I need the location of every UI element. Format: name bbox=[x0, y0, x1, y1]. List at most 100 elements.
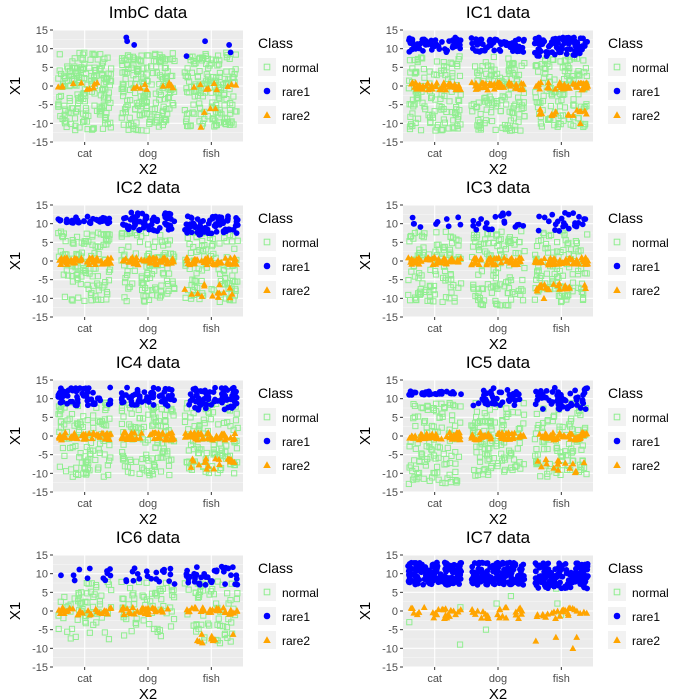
x-tick-label: fish bbox=[553, 323, 570, 335]
point-rare2 bbox=[214, 257, 222, 264]
point-normal bbox=[450, 117, 457, 124]
point-rare2 bbox=[442, 86, 450, 93]
point-normal bbox=[119, 92, 127, 100]
point-rare1 bbox=[532, 568, 539, 575]
point-rare1 bbox=[449, 575, 456, 582]
point-rare1 bbox=[86, 565, 93, 572]
point-normal bbox=[442, 294, 450, 301]
point-rare1 bbox=[153, 576, 160, 582]
point-rare1 bbox=[532, 560, 539, 567]
point-normal bbox=[479, 301, 486, 309]
point-rare1 bbox=[468, 35, 475, 41]
point-rare1 bbox=[562, 583, 568, 590]
points-layer bbox=[405, 384, 591, 488]
point-normal bbox=[170, 102, 177, 109]
point-rare2 bbox=[183, 257, 191, 264]
point-normal bbox=[537, 473, 544, 480]
y-tick-label: 5 bbox=[392, 237, 398, 249]
point-rare1 bbox=[540, 578, 547, 585]
point-rare2 bbox=[71, 254, 78, 262]
point-normal bbox=[70, 240, 77, 247]
y-tick-label: 10 bbox=[36, 394, 48, 406]
point-rare1 bbox=[196, 581, 203, 588]
point-normal bbox=[515, 287, 522, 294]
point-rare2 bbox=[581, 281, 589, 288]
legend-label-normal: normal bbox=[632, 61, 669, 75]
point-rare2 bbox=[164, 260, 171, 267]
point-rare1 bbox=[572, 52, 578, 58]
point-rare2 bbox=[201, 258, 209, 265]
point-normal bbox=[138, 100, 146, 108]
point-rare2 bbox=[536, 85, 544, 92]
point-rare1 bbox=[571, 38, 578, 45]
point-normal bbox=[420, 65, 428, 73]
point-normal bbox=[483, 413, 490, 420]
series-rare2 bbox=[55, 603, 241, 646]
point-normal bbox=[478, 285, 485, 292]
point-rare2 bbox=[104, 432, 112, 440]
point-rare2 bbox=[455, 85, 463, 92]
y-tick-label: 5 bbox=[42, 62, 48, 74]
legend-key bbox=[608, 408, 626, 426]
point-normal bbox=[515, 71, 523, 78]
point-normal bbox=[221, 75, 228, 82]
point-normal bbox=[432, 400, 440, 407]
point-normal bbox=[145, 411, 152, 418]
point-rare2 bbox=[576, 609, 584, 616]
point-rare1 bbox=[560, 37, 567, 44]
point-normal bbox=[61, 452, 68, 460]
point-normal bbox=[579, 442, 586, 449]
point-normal bbox=[455, 242, 462, 249]
point-normal bbox=[107, 124, 114, 131]
point-rare2 bbox=[537, 257, 545, 264]
point-rare1 bbox=[533, 388, 539, 395]
point-rare1 bbox=[141, 389, 148, 396]
point-normal bbox=[205, 409, 213, 417]
point-rare1 bbox=[134, 570, 141, 577]
point-normal bbox=[484, 250, 491, 257]
point-normal bbox=[104, 54, 111, 61]
point-rare1 bbox=[419, 390, 426, 396]
point-normal bbox=[491, 419, 499, 426]
y-tick-label: 0 bbox=[42, 606, 48, 618]
point-normal bbox=[140, 617, 147, 624]
point-normal bbox=[407, 233, 414, 240]
point-rare2 bbox=[440, 81, 448, 88]
point-normal bbox=[503, 410, 510, 418]
point-rare1 bbox=[430, 578, 436, 584]
point-normal bbox=[419, 55, 426, 62]
point-normal bbox=[510, 103, 518, 110]
point-normal bbox=[533, 410, 540, 418]
point-rare2 bbox=[229, 458, 237, 465]
point-normal bbox=[224, 590, 231, 597]
point-rare1 bbox=[573, 223, 580, 230]
point-normal bbox=[546, 63, 553, 70]
point-normal bbox=[571, 102, 578, 109]
point-rare1 bbox=[496, 389, 503, 396]
point-rare2 bbox=[532, 82, 540, 89]
point-rare1 bbox=[69, 398, 76, 405]
point-normal bbox=[193, 628, 200, 635]
y-tick-label: 15 bbox=[36, 375, 48, 387]
point-rare1 bbox=[584, 585, 591, 592]
legend-label-rare2: rare2 bbox=[282, 109, 310, 123]
point-rare2 bbox=[582, 284, 590, 291]
x-tick-label: cat bbox=[77, 673, 92, 685]
point-rare2 bbox=[508, 254, 516, 261]
point-rare1 bbox=[457, 221, 464, 228]
point-normal bbox=[75, 598, 82, 605]
point-rare1 bbox=[556, 562, 563, 568]
point-rare2 bbox=[96, 609, 103, 616]
point-rare1 bbox=[131, 565, 138, 572]
point-rare1 bbox=[429, 561, 436, 568]
point-rare2 bbox=[577, 107, 585, 114]
legend-symbol-rare1 bbox=[613, 612, 621, 620]
point-normal bbox=[73, 108, 80, 115]
y-axis-title: X1 bbox=[357, 427, 374, 445]
point-rare1 bbox=[457, 37, 464, 44]
point-normal bbox=[411, 273, 418, 280]
point-normal bbox=[73, 233, 81, 240]
point-normal bbox=[499, 124, 506, 131]
